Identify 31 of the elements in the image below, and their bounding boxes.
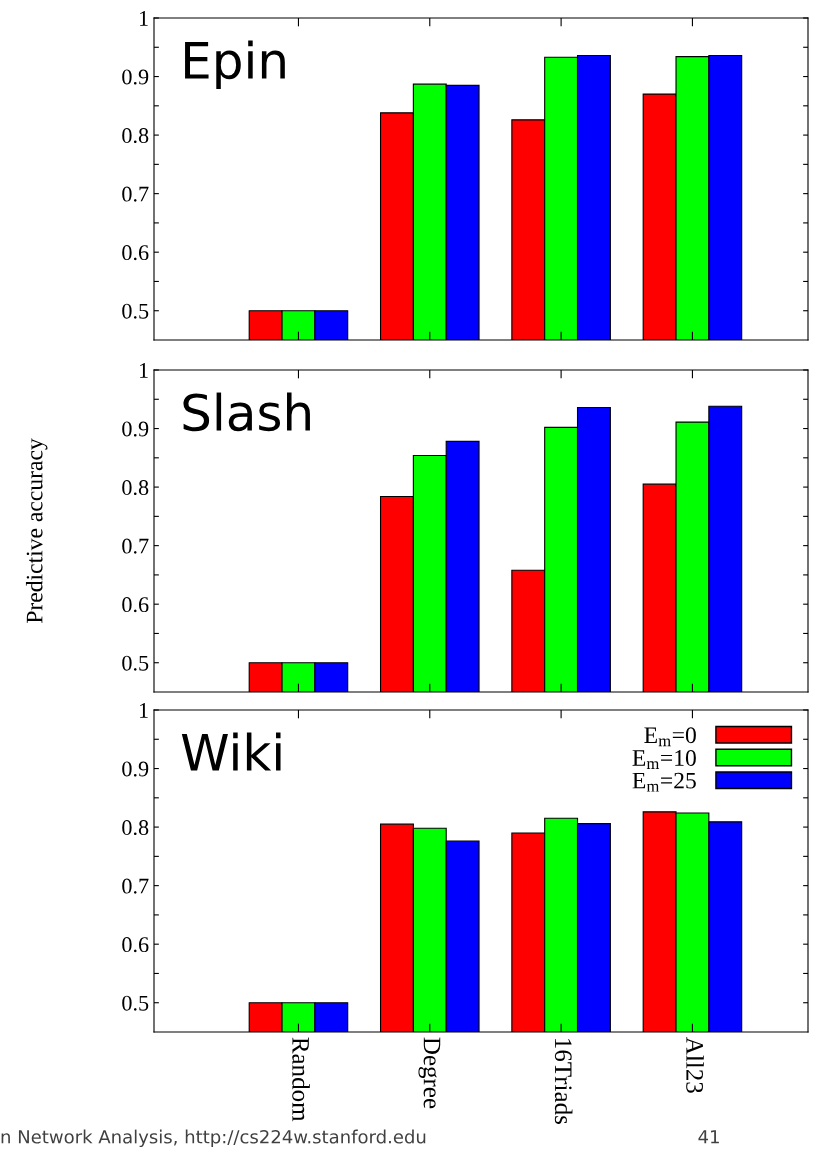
legend-label: E$_{m}$=10 [632,749,696,769]
y-tick-label: 0.6 [122,597,149,613]
y-tick-label: 0.6 [122,937,149,953]
y-tick-label: 0.8 [122,128,149,144]
y-tick-label: 1 [139,11,148,26]
y-tick-label: 0.6 [122,245,149,261]
y-tick-label: 0.9 [122,761,149,777]
legend-label: E$_{m}$=25 [632,772,696,792]
chart-title: Epin [185,40,285,89]
chart-title: Slash [183,392,310,432]
y-tick-label: 0.7 [122,186,149,202]
y-tick-label: 0.8 [122,820,149,836]
y-tick-label: 0.7 [122,878,149,894]
y-tick-label: 0.7 [122,538,149,554]
y-axis-title: Predictive accuracy [25,438,48,624]
text: n Network Analysis, http://cs224w.stanford.edu [1,1129,426,1148]
y-tick-label: 0.5 [122,655,149,671]
chart-title: Wiki [181,732,281,771]
y-tick-label: 0.9 [122,421,149,437]
y-tick-label: 1 [139,703,148,718]
text: 41 [698,1130,719,1144]
x-tick-label: All23 [686,1037,704,1093]
y-tick-label: 0.5 [122,303,149,319]
x-tick-label: Degree [418,1037,441,1109]
y-tick-label: 1 [139,363,148,378]
x-tick-label: 16Triads [554,1039,573,1124]
legend-label: E$_{m}$=0 [644,727,696,747]
y-tick-label: 0.8 [122,480,149,496]
x-tick-label: Random [292,1037,310,1122]
y-tick-label: 0.9 [122,69,149,85]
y-tick-label: 0.5 [122,995,149,1011]
